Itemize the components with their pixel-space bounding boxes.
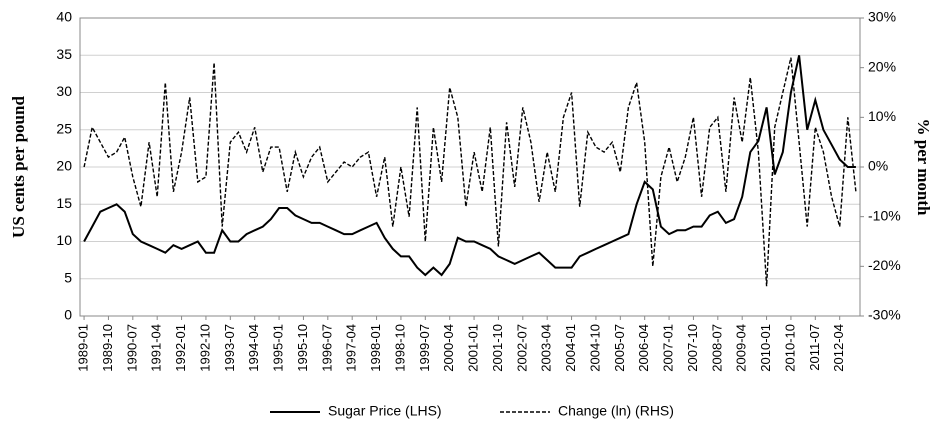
y2-tick-label: -10% [868, 207, 901, 223]
x-tick-label: 2011-07 [807, 324, 822, 371]
x-tick-label: 2010-01 [758, 324, 773, 372]
x-tick-label: 1999-07 [417, 324, 432, 372]
y-tick-label: 30 [56, 83, 72, 99]
y-tick-label: 0 [64, 307, 72, 323]
x-tick-label: 2008-07 [709, 324, 724, 372]
x-tick-label: 2002-07 [514, 324, 529, 372]
x-tick-label: 2001-10 [490, 324, 505, 372]
x-tick-label: 1995-10 [295, 324, 310, 372]
legend-label: Sugar Price (LHS) [328, 403, 442, 419]
y-tick-label: 5 [64, 269, 72, 285]
x-tick-label: 1997-04 [344, 324, 359, 372]
y-tick-label: 25 [56, 120, 72, 136]
x-tick-label: 1993-07 [222, 324, 237, 372]
x-tick-label: 1989-01 [76, 324, 91, 372]
x-tick-label: 2001-01 [466, 324, 481, 372]
x-tick-label: 1998-10 [392, 324, 407, 372]
y2-tick-label: 10% [868, 108, 896, 124]
y2-tick-label: 30% [868, 9, 896, 25]
x-tick-label: 1996-07 [319, 324, 334, 372]
y-tick-label: 35 [56, 46, 72, 62]
x-tick-label: 2004-01 [563, 324, 578, 372]
legend-label: Change (ln) (RHS) [558, 403, 674, 419]
x-tick-label: 2006-04 [636, 324, 651, 372]
y-tick-label: 40 [56, 9, 72, 25]
y2-tick-label: -20% [868, 257, 901, 273]
x-tick-label: 1998-01 [368, 324, 383, 372]
y-tick-label: 15 [56, 195, 72, 211]
y2-tick-label: 0% [868, 158, 888, 174]
x-tick-label: 1990-07 [124, 324, 139, 372]
y2-tick-label: 20% [868, 58, 896, 74]
series-line [83, 55, 856, 277]
x-tick-label: 2003-04 [539, 324, 554, 372]
x-tick-label: 1992-01 [173, 324, 188, 372]
x-tick-label: 1995-01 [271, 324, 286, 372]
y-tick-label: 10 [56, 232, 72, 248]
x-tick-label: 2009-04 [734, 324, 749, 372]
y-axis-title: US cents per pound [9, 96, 28, 238]
series-line [83, 57, 857, 287]
x-tick-label: 2012-04 [831, 324, 846, 372]
plot-frame [79, 17, 861, 317]
y2-axis-title: % per month [914, 119, 933, 217]
x-tick-label: 2000-04 [441, 324, 456, 372]
y2-tick-label: -30% [868, 307, 901, 323]
x-tick-label: 2007-01 [661, 324, 676, 372]
x-tick-label: 2004-10 [587, 324, 602, 372]
y-tick-label: 20 [56, 158, 72, 174]
x-tick-label: 1991-04 [149, 324, 164, 372]
x-tick-label: 1994-04 [246, 324, 261, 372]
x-tick-label: 1992-10 [197, 324, 212, 372]
x-tick-label: 2010-10 [782, 324, 797, 372]
x-tick-label: 2005-07 [612, 324, 627, 372]
x-tick-label: 2007-10 [685, 324, 700, 372]
x-tick-label: 1989-10 [100, 324, 115, 372]
